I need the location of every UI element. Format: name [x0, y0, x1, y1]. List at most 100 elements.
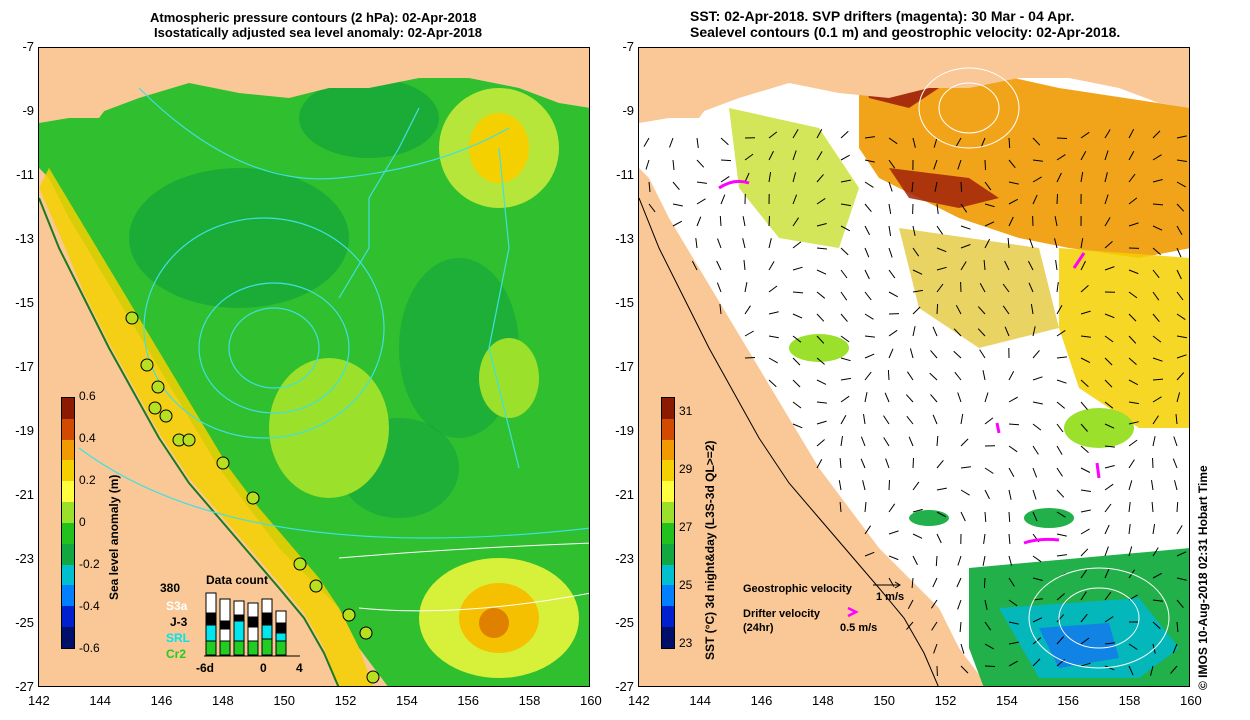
velocity-arrow [1128, 502, 1131, 513]
velocity-arrow [1080, 150, 1087, 161]
velocity-arrow [1104, 379, 1113, 388]
velocity-arrow [744, 305, 751, 315]
tide-gauge-station [366, 670, 380, 684]
sea-level-colorbar-segment [62, 543, 74, 565]
velocity-arrow [1056, 554, 1067, 557]
sea-level-colorbar-segment [62, 502, 74, 523]
velocity-arrow [1002, 283, 1010, 293]
velocity-arrow [1104, 241, 1113, 249]
velocity-arrow [1056, 329, 1066, 337]
sea-level-colorbar-segment [62, 522, 74, 544]
velocity-arrow [645, 159, 650, 170]
velocity-arrow [960, 466, 971, 469]
right-y-tick-label: -17 [615, 359, 634, 374]
velocity-arrow [1128, 335, 1137, 344]
velocity-arrow [1056, 154, 1066, 161]
velocity-arrow [840, 225, 851, 232]
tide-gauge-station [293, 557, 307, 571]
left-y-tick-label: -27 [15, 679, 34, 694]
cold-sst-patch [1039, 623, 1119, 668]
velocity-arrow [768, 285, 778, 293]
velocity-arrow [864, 353, 875, 359]
velocity-arrow [1104, 465, 1115, 469]
velocity-arrow [912, 555, 918, 566]
velocity-arrow [1080, 569, 1088, 579]
velocity-arrow [840, 357, 851, 362]
velocity-arrow [792, 357, 801, 366]
velocity-arrow [984, 621, 992, 631]
velocity-arrow [1032, 577, 1043, 581]
velocity-arrow [1128, 357, 1137, 365]
left-y-tick-label: -7 [22, 39, 34, 54]
velocity-arrow [720, 175, 730, 183]
velocity-arrow [672, 203, 683, 207]
mission-label-cr2: Cr2 [166, 647, 187, 661]
velocity-arrow [983, 259, 986, 271]
velocity-arrow [1008, 511, 1011, 523]
velocity-arrow [1104, 568, 1110, 579]
velocity-arrow [1080, 379, 1089, 388]
velocity-arrow [816, 420, 827, 425]
velocity-arrow [1080, 238, 1084, 249]
velocity-arrow [1008, 641, 1019, 645]
velocity-arrow [742, 216, 746, 227]
velocity-arrow [743, 259, 746, 271]
velocity-arrow [792, 241, 802, 249]
velocity-arrow [1056, 172, 1062, 183]
velocity-arrow [1032, 326, 1036, 337]
velocity-arrow [1008, 577, 1015, 587]
velocity-arrow [1080, 401, 1088, 410]
high-anomaly-patch [269, 358, 389, 498]
velocity-arrow [936, 459, 944, 469]
velocity-arrow [936, 303, 939, 315]
velocity-arrow [744, 172, 750, 183]
sst-colorbar [661, 397, 675, 649]
velocity-arrow [1008, 423, 1020, 426]
left-x-tick-label: 160 [580, 693, 602, 708]
velocity-arrow [888, 247, 893, 258]
velocity-arrow [1027, 260, 1034, 271]
velocity-arrow [792, 172, 797, 183]
right-y-tick-label: -9 [622, 103, 634, 118]
tide-gauge-station [140, 358, 154, 372]
velocity-arrow [768, 357, 778, 364]
velocity-arrow [1008, 396, 1018, 403]
velocity-arrow [960, 261, 967, 271]
left-x-tick-label: 152 [334, 693, 357, 708]
sea-level-colorbar-segment [62, 627, 74, 648]
tide-gauge-station [342, 608, 356, 622]
velocity-arrow [931, 621, 938, 631]
velocity-arrow [979, 349, 986, 359]
left-x-tick-label: 150 [273, 693, 296, 708]
sea-level-colorbar-segment [62, 564, 74, 586]
velocity-arrow [984, 221, 995, 227]
velocity-arrow [1056, 593, 1065, 601]
velocity-arrow [816, 379, 827, 385]
tide-gauge-station [309, 579, 323, 593]
velocity-arrow [1152, 599, 1163, 602]
velocity-arrow [984, 467, 994, 474]
velocity-arrow [1128, 269, 1139, 275]
velocity-arrow [906, 621, 914, 630]
velocity-arrow [792, 313, 803, 319]
velocity-arrow [816, 401, 827, 404]
green-sst-patch [909, 510, 949, 526]
velocity-arrow [768, 150, 774, 161]
velocity-arrow [960, 225, 971, 230]
velocity-arrow [672, 159, 675, 171]
velocity-arrow [1152, 335, 1162, 343]
velocity-arrow [1152, 225, 1163, 231]
velocity-arrow [977, 328, 986, 337]
velocity-arrow [984, 181, 992, 191]
velocity-arrow [1128, 524, 1131, 535]
velocity-arrow [888, 203, 892, 214]
velocity-arrow [1008, 370, 1015, 381]
velocity-arrow [888, 479, 890, 491]
sea-level-colorbar-tick: 0.2 [79, 473, 96, 487]
velocity-arrow [816, 223, 827, 227]
velocity-arrow [840, 203, 851, 207]
velocity-arrow [1080, 260, 1086, 271]
sst-colorbar-tick: 23 [679, 636, 693, 650]
velocity-arrow [768, 131, 778, 139]
velocity-arrow [936, 435, 939, 447]
